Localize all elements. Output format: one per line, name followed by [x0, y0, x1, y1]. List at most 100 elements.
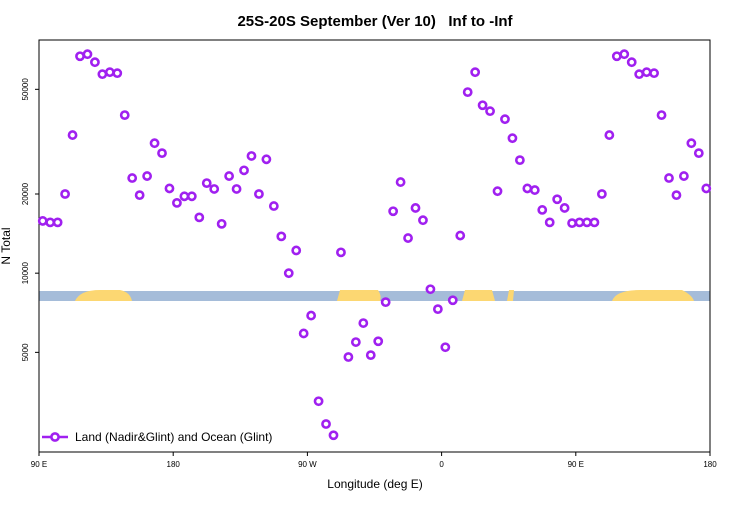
- data-point: [350, 337, 361, 347]
- data-point: [283, 268, 294, 279]
- data-point: [276, 231, 287, 242]
- data-point: [380, 297, 391, 308]
- data-point: [567, 218, 577, 229]
- data-point: [619, 49, 630, 60]
- data-point: [552, 194, 563, 205]
- data-point: [634, 69, 645, 80]
- data-point: [477, 100, 488, 111]
- data-point: [693, 148, 704, 159]
- data-point: [127, 173, 138, 183]
- data-point: [559, 203, 570, 213]
- data-point: [410, 203, 421, 213]
- x-tick-label: 90 E: [568, 460, 584, 469]
- data-point: [60, 189, 70, 199]
- data-point: [507, 133, 518, 144]
- data-point: [373, 336, 384, 347]
- data-point: [97, 69, 108, 80]
- y-tick-label: 10000: [21, 262, 30, 285]
- data-point: [544, 217, 555, 228]
- legend-label: Land (Nadir&Glint) and Ocean (Glint): [75, 430, 272, 444]
- data-point: [82, 49, 93, 60]
- data-point: [67, 130, 78, 140]
- data-point: [209, 184, 220, 194]
- land-patch: [612, 290, 694, 301]
- data-point: [537, 205, 548, 215]
- data-point: [365, 350, 376, 361]
- data-point: [671, 190, 682, 201]
- data-point: [395, 177, 406, 187]
- surface-strip: [39, 290, 710, 301]
- data-point: [574, 217, 585, 228]
- data-point: [75, 51, 85, 62]
- x-tick-label: 90 W: [298, 460, 317, 469]
- data-point: [500, 114, 510, 125]
- data-point: [701, 183, 712, 194]
- data-point: [104, 67, 115, 78]
- data-point: [485, 106, 495, 117]
- data-point: [291, 245, 302, 256]
- data-point: [231, 184, 242, 194]
- y-tick-label: 20000: [21, 182, 30, 205]
- y-tick-label: 5000: [21, 343, 30, 361]
- x-axis-title: Longitude (deg E): [327, 477, 422, 491]
- data-point: [149, 138, 160, 149]
- data-point: [52, 217, 63, 228]
- data-point: [328, 430, 339, 441]
- data-point: [224, 171, 235, 181]
- data-point: [90, 57, 100, 68]
- data-point: [596, 189, 607, 199]
- data-point: [447, 295, 458, 306]
- x-tick-label: 90 E: [31, 460, 47, 469]
- data-point: [522, 183, 533, 194]
- data-point: [388, 206, 399, 217]
- data-point: [656, 110, 667, 121]
- y-tick-label: 50000: [21, 78, 30, 101]
- data-point: [254, 189, 264, 199]
- land-patch: [337, 290, 381, 301]
- data-point: [514, 155, 525, 166]
- x-tick-label: 180: [167, 460, 181, 469]
- data-point: [626, 57, 637, 68]
- data-point: [403, 233, 413, 243]
- data-point: [201, 178, 212, 189]
- data-point: [649, 68, 659, 79]
- data-point: [239, 165, 249, 176]
- data-point: [216, 218, 227, 229]
- land-patch: [75, 290, 132, 301]
- data-point: [37, 216, 48, 226]
- data-point: [336, 247, 346, 258]
- plot-frame: [38, 39, 711, 453]
- data-point: [142, 171, 153, 181]
- data-point: [664, 173, 674, 183]
- legend-marker: [50, 432, 60, 442]
- data-point: [641, 67, 652, 78]
- data-point: [582, 217, 592, 228]
- data-point: [306, 310, 317, 321]
- data-point: [112, 68, 123, 79]
- data-point: [119, 110, 130, 121]
- data-point: [358, 318, 369, 328]
- data-point: [194, 212, 205, 223]
- land-patch: [507, 290, 514, 301]
- data-point: [172, 198, 182, 208]
- data-point: [164, 183, 175, 194]
- data-point: [186, 191, 197, 202]
- data-point: [611, 51, 622, 62]
- data-point: [462, 87, 473, 97]
- y-axis-title: N Total: [0, 227, 13, 264]
- data-point: [134, 190, 145, 201]
- data-point: [432, 304, 443, 315]
- data-point: [343, 352, 354, 362]
- land-patch: [462, 290, 495, 301]
- data-point: [321, 419, 331, 429]
- data-point: [45, 217, 56, 228]
- data-point: [418, 215, 428, 226]
- data-point: [298, 328, 309, 339]
- data-point: [492, 186, 503, 197]
- data-point: [589, 217, 600, 228]
- x-tick-label: 0: [439, 460, 444, 469]
- data-point: [686, 138, 697, 149]
- chart-title: 25S-20S September (Ver 10) Inf to -Inf: [237, 13, 513, 30]
- data-point: [679, 171, 689, 181]
